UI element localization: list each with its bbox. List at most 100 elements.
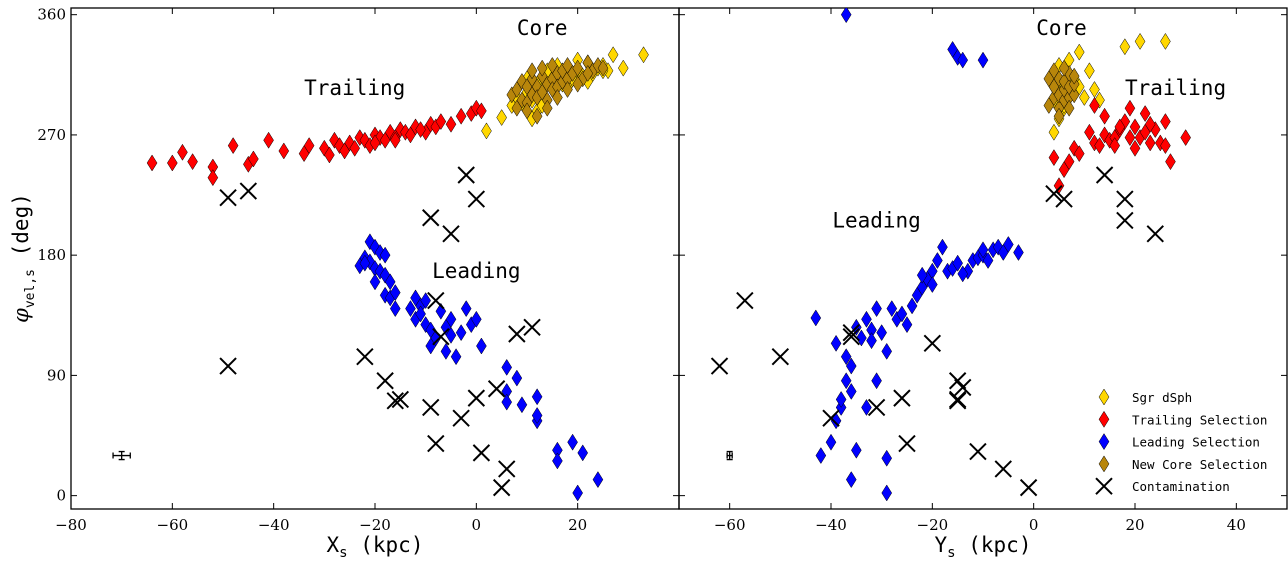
trailing-point — [1160, 113, 1171, 131]
trailing-point — [455, 107, 467, 125]
region-annotation: Trailing — [304, 76, 405, 100]
legend-marker-sgr — [1098, 388, 1110, 406]
leading-point — [851, 441, 862, 459]
region-annotation: Trailing — [1125, 76, 1226, 100]
contamination-marker — [822, 409, 840, 427]
right-x-axis-label: Ys (kpc) — [935, 533, 1032, 561]
left-panel-annotations: Core Trailing Leading — [304, 16, 567, 283]
leading-point — [511, 369, 523, 387]
trailing-point — [349, 139, 361, 157]
leading-point — [531, 388, 543, 406]
sgr-point — [1073, 43, 1085, 61]
x-tick-label: −40 — [815, 516, 847, 534]
trailing-point — [435, 113, 447, 131]
contamination-marker — [954, 378, 972, 397]
trailing-point — [1165, 153, 1176, 171]
trailing-point — [1084, 123, 1095, 141]
legend-label-trailing: Trailing Selection — [1132, 412, 1267, 427]
legend-marker-trailing — [1098, 410, 1110, 428]
newcore-point — [547, 56, 558, 74]
trailing-point — [187, 153, 198, 171]
y-axis-label: φvel,s (deg) — [9, 193, 38, 323]
leading-point — [840, 8, 852, 24]
leading-point — [866, 332, 877, 350]
left-panel-axes: −80 −60 −40 −20 0 20 0 90 180 270 360 — [37, 6, 679, 534]
trailing-point — [303, 137, 315, 155]
contamination-marker — [386, 392, 404, 410]
legend-label-contamination: Contamination — [1132, 479, 1230, 494]
leading-point — [516, 396, 528, 414]
leading-point — [476, 337, 487, 355]
leading-point — [845, 382, 857, 400]
sgr-point — [1084, 62, 1095, 80]
sgr-point — [1079, 89, 1090, 106]
contamination-marker — [356, 347, 374, 366]
x-tick-label: −60 — [157, 516, 189, 534]
contamination-marker — [467, 190, 486, 208]
trailing-point — [227, 137, 239, 155]
trailing-point — [248, 150, 259, 168]
contamination-marker — [1116, 211, 1134, 230]
leading-point — [830, 334, 842, 352]
trailing-point — [1180, 129, 1191, 147]
contamination-marker — [422, 209, 440, 227]
sgr-point — [1119, 38, 1131, 56]
trailing-point — [1129, 118, 1141, 136]
leading-point — [410, 289, 421, 307]
contamination-marker — [239, 182, 258, 200]
leading-point — [415, 305, 426, 323]
contamination-marker — [427, 434, 445, 453]
legend-label-sgr: Sgr dSph — [1132, 390, 1192, 405]
contamination-marker — [948, 390, 967, 409]
trailing-point — [263, 131, 274, 149]
leading-point — [577, 444, 589, 462]
contamination-marker — [969, 442, 987, 461]
contamination-marker — [1116, 190, 1134, 208]
trailing-point — [146, 154, 158, 172]
leading-point — [471, 310, 482, 328]
leading-point — [531, 407, 543, 424]
trailing-point — [369, 134, 381, 152]
legend-marker-leading — [1098, 433, 1110, 451]
contamination-marker — [422, 398, 440, 417]
leading-point — [916, 266, 928, 284]
newcore-point — [511, 99, 523, 117]
leading-point — [886, 300, 898, 318]
leading-point — [957, 265, 969, 283]
trailing-point — [177, 143, 188, 161]
legend-marker-newcore — [1098, 455, 1110, 473]
contamination-marker — [467, 389, 486, 407]
y-tick-label: 360 — [37, 6, 66, 24]
left-x-axis-label: Xs (kpc) — [327, 533, 424, 561]
trailing-point — [1160, 137, 1171, 155]
contamination-marker — [457, 166, 475, 184]
contamination-marker — [994, 460, 1012, 478]
newcore-point — [541, 99, 553, 117]
trailing-point — [278, 142, 290, 160]
contamination-marker — [842, 327, 860, 346]
contamination-marker — [508, 325, 526, 343]
leading-point — [552, 452, 563, 470]
right-panel-points — [710, 8, 1191, 502]
sgr-point — [638, 46, 649, 64]
sgr-point — [607, 46, 619, 64]
newcore-point — [562, 81, 573, 98]
newcore-point — [536, 59, 548, 77]
newcore-point — [526, 62, 538, 80]
contamination-marker — [487, 380, 506, 398]
x-tick-label: −40 — [258, 516, 290, 534]
contamination-marker — [1095, 166, 1114, 184]
trailing-point — [1063, 153, 1075, 171]
right-panel-annotations: Core Trailing Leading — [832, 16, 1226, 232]
trailing-point — [1048, 149, 1060, 167]
region-annotation: Leading — [832, 208, 921, 232]
region-annotation: Core — [517, 16, 568, 40]
region-annotation: Leading — [432, 259, 521, 283]
leading-point — [445, 326, 457, 344]
leading-point — [567, 433, 578, 451]
leading-point — [840, 372, 852, 390]
contamination-marker — [736, 291, 754, 310]
trailing-point — [207, 169, 219, 187]
contamination-marker — [376, 372, 394, 390]
